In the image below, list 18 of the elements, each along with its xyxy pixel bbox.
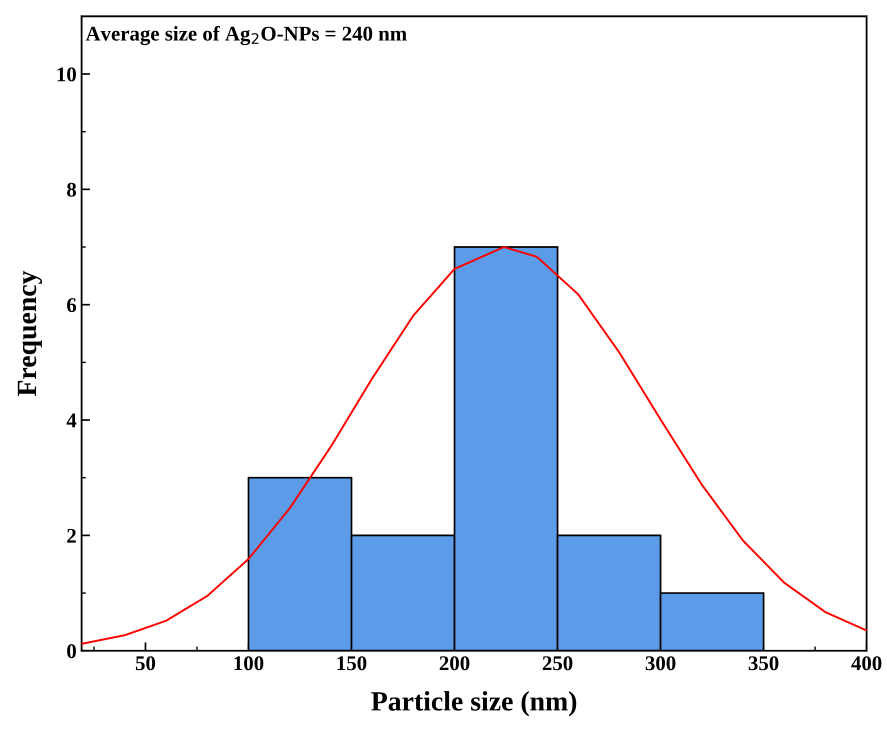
- x-tick-label: 50: [136, 656, 156, 670]
- y-axis-title: Frequency: [18, 270, 42, 396]
- y-tick-label: 8: [67, 182, 76, 197]
- x-tick-label: 350: [748, 656, 778, 670]
- y-tick-label: 4: [66, 414, 76, 428]
- x-tick-label: 400: [851, 656, 882, 670]
- x-tick-label: 300: [646, 656, 676, 670]
- x-tick-label: 150: [338, 656, 366, 670]
- x-axis-title: Particle size (nm): [371, 691, 576, 716]
- y-tick-label: 6: [67, 298, 76, 312]
- x-tick-label: 200: [440, 656, 470, 670]
- line-series: [82, 246, 867, 645]
- annotation: Average size of Ag$_{2}$O-NPs = 240 nm: [86, 26, 407, 46]
- y-tick-label: 2: [67, 528, 76, 543]
- y-tick-label: 10: [58, 67, 76, 82]
- x-tick-label: 250: [542, 656, 572, 670]
- x-tick-label: 100: [234, 656, 264, 670]
- y-tick-label: 0: [67, 644, 76, 658]
